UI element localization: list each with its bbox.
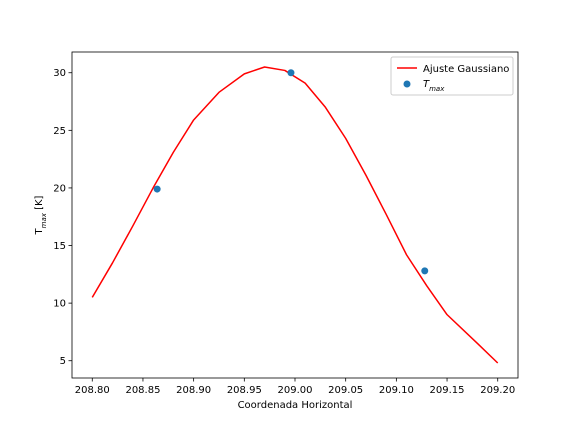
y-axis: 5 10 15 20 25 30 [53,68,72,367]
x-axis-label: Coordenada Horizontal [238,400,353,411]
x-tick-label: 209.00 [278,385,313,396]
y-tick-label: 30 [53,68,66,79]
legend-label-data-main: T [423,79,430,90]
y-axis-label-unit: [K] [34,195,45,213]
x-axis: 208.80 208.85 208.90 208.95 209.00 209.05 209.… [75,378,515,396]
legend-label-data-subscript: max [429,85,445,93]
x-tick-label: 209.20 [480,385,515,396]
y-tick-label: 10 [53,299,66,310]
legend-box [390,56,514,96]
y-tick-label: 20 [53,183,66,194]
series-layer [91,66,499,364]
y-axis-label: Tmax [K] [34,195,48,235]
data-point [421,267,429,275]
legend-marker-swatch [403,80,411,88]
y-tick-label: 5 [60,356,66,367]
x-tick-label: 208.95 [227,385,262,396]
y-axis-label-subscript: max [40,212,48,228]
legend: Ajuste Gaussiano Tmax [390,56,514,96]
fit-curve [91,66,499,364]
y-tick-label: 15 [53,241,66,252]
x-tick-label: 209.05 [328,385,363,396]
x-tick-label: 208.80 [75,385,110,396]
y-tick-label: 25 [53,126,66,137]
legend-label-fit: Ajuste Gaussiano [423,64,509,75]
data-point [153,185,161,193]
legend-label-data: Tmax [423,79,445,93]
x-tick-label: 209.10 [379,385,414,396]
x-tick-label: 208.85 [125,385,160,396]
x-tick-label: 208.90 [176,385,211,396]
data-point [287,69,295,77]
x-tick-label: 209.15 [430,385,465,396]
y-axis-label-main: T [34,227,45,235]
